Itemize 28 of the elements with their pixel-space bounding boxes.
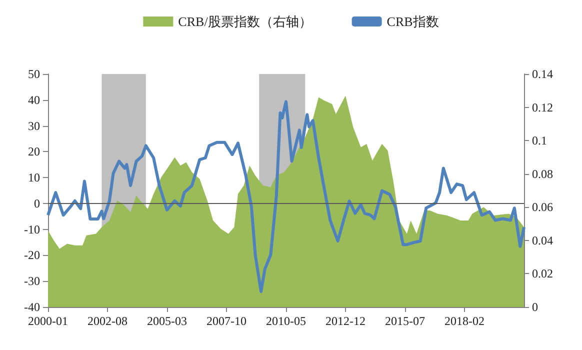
y2-tick-label: 0.12 (532, 100, 553, 114)
y2-tick-label: 0.1 (532, 134, 547, 148)
y-tick-label: -40 (24, 300, 40, 314)
y2-tick-label: 0.14 (532, 67, 553, 81)
x-tick-label: 2010-05 (266, 314, 306, 328)
y-tick-label: 0 (34, 196, 40, 210)
y2-tick-label: 0.02 (532, 266, 553, 281)
y-tick-label: 40 (28, 92, 40, 107)
x-tick-label: 2005-03 (147, 314, 187, 328)
legend-label: CRB指数 (386, 14, 439, 29)
y2-tick-label: 0.08 (532, 166, 553, 181)
y-tick-label: -20 (24, 248, 40, 262)
y2-tick-label: 0.06 (532, 200, 553, 214)
x-tick-label: 2002-08 (88, 314, 128, 328)
y-tick-label: -10 (24, 222, 40, 236)
y2-tick-label: 0 (532, 300, 538, 314)
y-tick-label: 50 (28, 67, 40, 81)
y2-tick-label: 0.04 (532, 233, 553, 248)
y-tick-label: 30 (28, 118, 40, 133)
y-tick-label: 20 (28, 144, 40, 159)
y-tick-label: 10 (28, 170, 40, 185)
x-tick-label: 2012-12 (326, 314, 366, 328)
x-tick-label: 2018-02 (444, 314, 484, 328)
x-tick-label: 2007-10 (206, 314, 246, 328)
x-tick-label: 2000-01 (28, 314, 68, 328)
legend-label: CRB/股票指数（右轴） (178, 14, 312, 29)
y-tick-label: -30 (24, 274, 40, 288)
x-tick-label: 2015-07 (385, 314, 425, 328)
